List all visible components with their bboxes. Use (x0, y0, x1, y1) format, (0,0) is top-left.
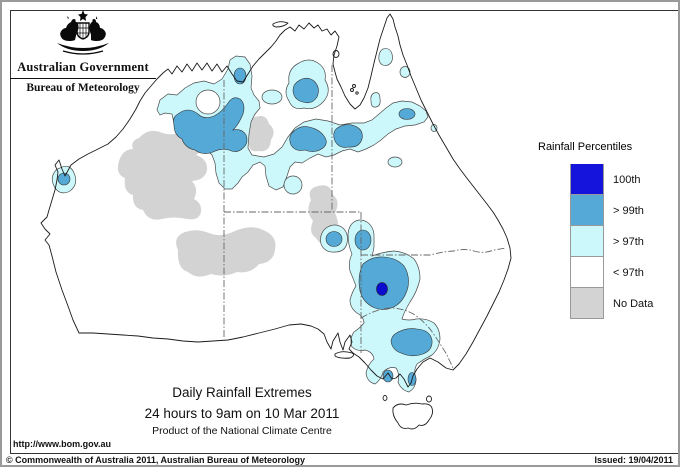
map-title: Daily Rainfall Extremes (172, 385, 312, 400)
rainfall-99th-finger-core (233, 67, 247, 85)
no-data-region-band (245, 116, 274, 152)
state-borders (223, 65, 507, 369)
border-qld-nsw (361, 247, 507, 256)
wellesley-island-2 (355, 91, 359, 95)
rainfall-99th-melbourne-core-1 (382, 369, 394, 383)
coastlines (40, 13, 512, 430)
legend-row-below-97th: < 97th (538, 257, 674, 288)
rainfall-99th-sa-core (325, 231, 343, 247)
below-97th-hole (195, 89, 221, 115)
rainfall-99th-band-core-2 (333, 124, 363, 148)
rainfall-97th-north-band (156, 55, 429, 191)
legend-label-97th: > 97th (613, 235, 644, 248)
rainfall-99th-band-core-1 (289, 126, 327, 152)
rainfall-99th-top-end-core (292, 77, 319, 104)
legend-label-no-data: No Data (613, 297, 654, 310)
legend-label-below-97th: < 97th (613, 266, 644, 279)
map-border-frame (10, 10, 678, 454)
legend-row-97th: > 97th (538, 226, 674, 257)
agency-header: Australian Government Bureau of Meteorol… (10, 9, 156, 94)
wellesley-island-1 (350, 88, 354, 92)
legend-label-99th: > 99th (613, 204, 644, 217)
legend-label-100th: 100th (613, 173, 641, 186)
australia-coastline (40, 13, 512, 388)
map-subtitle-product: Product of the National Climate Centre (152, 425, 332, 437)
rainfall-97th-oval-qld (387, 156, 403, 168)
rainfall-99th-regions (57, 67, 433, 386)
rainfall-97th-cape-york-south (370, 92, 381, 108)
legend-row-99th: > 99th (538, 195, 674, 226)
no-data-region-southern (176, 227, 276, 277)
legend-swatch-no-data (570, 288, 604, 319)
rainfall-97th-coastal-dot (430, 124, 438, 132)
rainfall-99th-border-core (354, 229, 372, 251)
tasmania-coastline (392, 402, 434, 430)
no-data-region-central-wa (117, 128, 208, 220)
legend: Rainfall Percentiles 100th > 99th > 97th… (538, 141, 674, 319)
rainfall-100th-marker (376, 282, 388, 296)
legend-title: Rainfall Percentiles (538, 141, 633, 153)
rainfall-99th-west-band (173, 97, 248, 154)
mornington-island (352, 84, 356, 88)
legend-swatch-97th (570, 226, 604, 257)
bureau-title: Bureau of Meteorology (26, 82, 140, 94)
bom-url-label: http://www.bom.gov.au (13, 439, 111, 449)
rainfall-97th-cape-york-west (378, 48, 393, 66)
flinders-island (426, 395, 432, 403)
legend-swatch-99th (570, 195, 604, 226)
government-title: Australian Government (10, 60, 156, 79)
legend-swatch-100th (570, 164, 604, 195)
rainfall-99th-vic-core (390, 328, 433, 357)
legend-row-no-data: No Data (538, 288, 674, 319)
border-nsw-vic (360, 307, 454, 369)
groote-eylandt (332, 50, 340, 58)
rainfall-99th-ne-core (398, 108, 416, 120)
kangaroo-island (334, 351, 355, 359)
map-title-block: Daily Rainfall Extremes 24 hours to 9am … (92, 385, 392, 437)
copyright-notice: © Commonwealth of Australia 2011, Austra… (6, 455, 306, 465)
legend-row-100th: 100th (538, 164, 674, 195)
rainfall-97th-oval-nt (261, 89, 283, 105)
issued-date: Issued: 19/04/2011 (594, 455, 673, 465)
legend-swatch-below-97th (570, 257, 604, 288)
rainfall-97th-regions (51, 48, 441, 393)
rainfall-97th-oval-south-of-band (283, 175, 303, 195)
melville-island (272, 21, 289, 28)
map-subtitle-period: 24 hours to 9am on 10 Mar 2011 (144, 406, 340, 421)
king-island (382, 395, 388, 401)
no-data-regions (117, 116, 339, 277)
no-data-region-small-dot (124, 158, 132, 168)
australian-coat-of-arms-icon (57, 10, 109, 55)
